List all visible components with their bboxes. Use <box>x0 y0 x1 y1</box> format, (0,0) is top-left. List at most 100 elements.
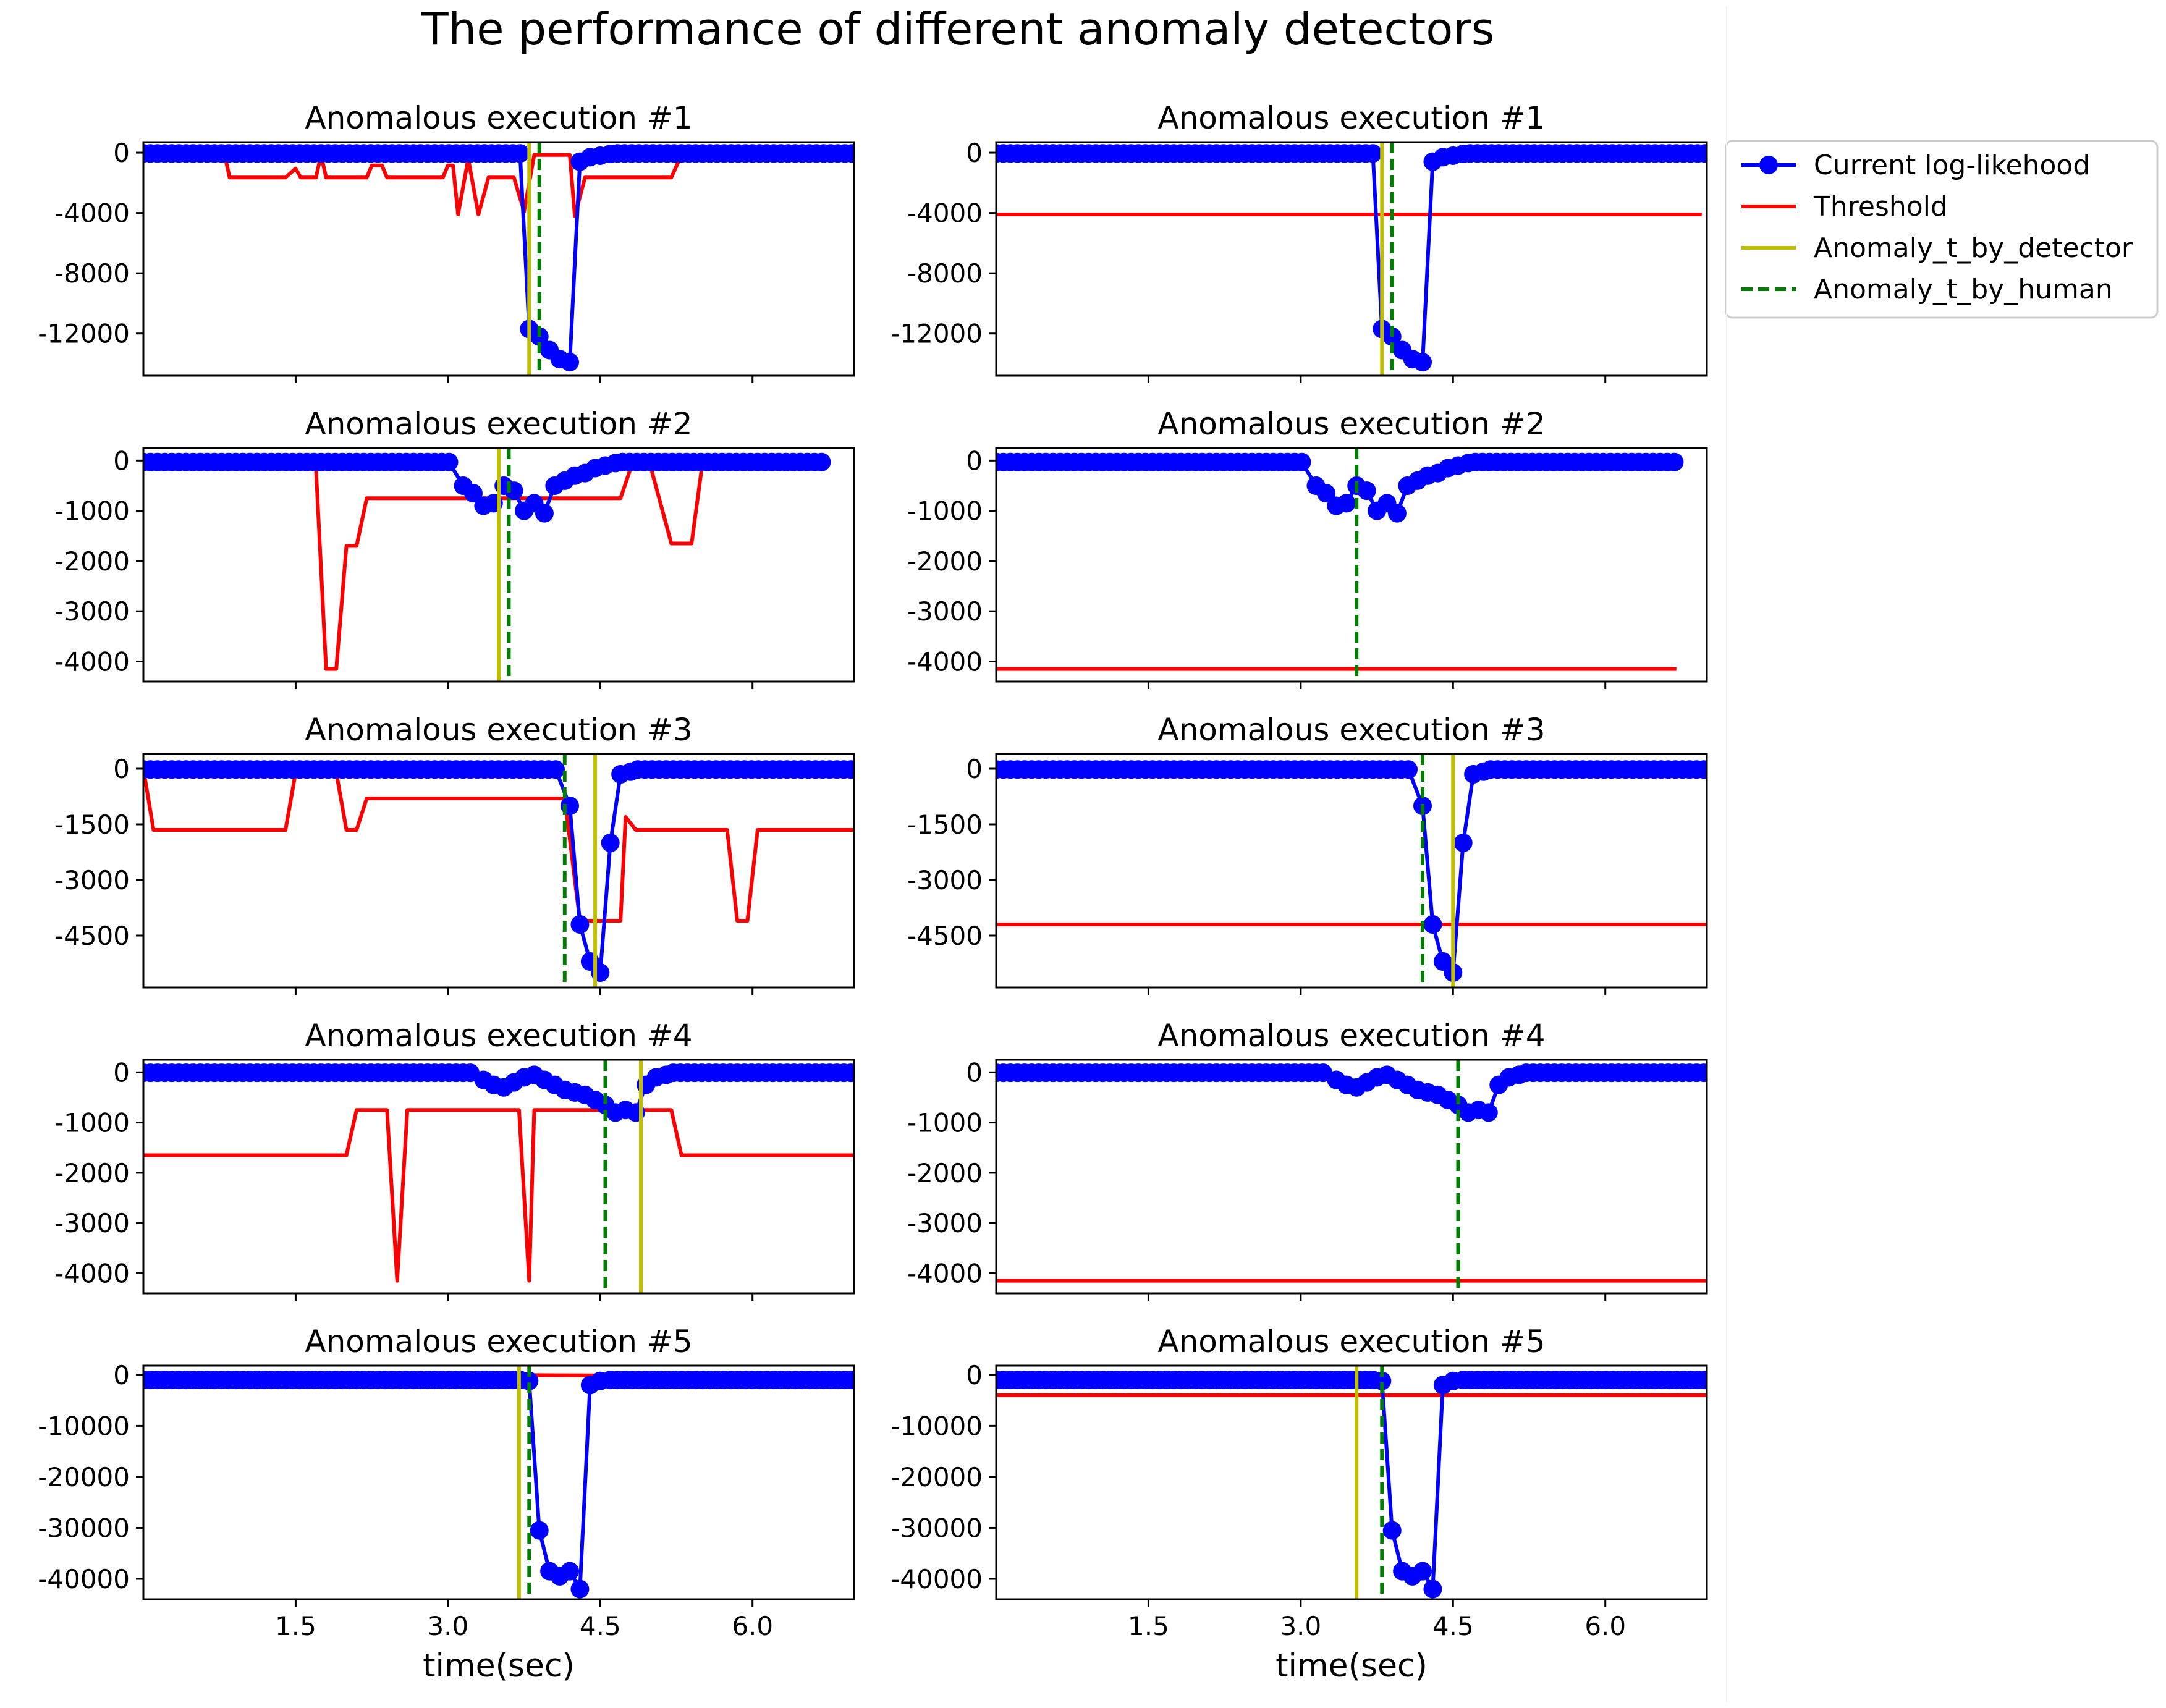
loglik-point <box>842 760 854 779</box>
panel-1: Anomalous execution #1 0 -4000 -8000 -12000 <box>38 100 855 383</box>
loglik-line <box>996 151 1705 365</box>
plot-area <box>143 1366 854 1599</box>
y-tick-label: -8000 <box>907 258 983 289</box>
panel-title: Anomalous execution #2 <box>1157 406 1545 442</box>
figure-title: The performance of different anomaly det… <box>421 3 1495 55</box>
x-tick-label: 4.5 <box>580 1611 621 1641</box>
panel-7: Anomalous execution #4 0 -1000 -2000 -3000 -4… <box>54 1018 855 1301</box>
panel-title: Anomalous execution #2 <box>305 406 692 442</box>
panel-5: Anomalous execution #3 0 -1500 -3000 -4500 <box>54 712 855 995</box>
panel-title: Anomalous execution #3 <box>1157 712 1545 748</box>
y-tick-label: -1000 <box>907 1108 983 1138</box>
panel-frame <box>142 1059 855 1295</box>
loglik-point <box>510 144 530 163</box>
y-tick-label: -4000 <box>907 646 983 677</box>
legend-human-label: Anomaly_t_by_human <box>1814 274 2113 305</box>
panel-frame <box>142 753 855 989</box>
y-tick-label: -4000 <box>54 646 130 677</box>
y-tick-label: -4500 <box>54 921 130 951</box>
plot-area <box>143 142 854 376</box>
y-tick-label: -3000 <box>907 596 983 627</box>
loglik-point <box>1387 504 1407 523</box>
y-tick-label: -4000 <box>907 198 983 229</box>
y-tick-label: 0 <box>966 754 983 784</box>
y-tick-label: -10000 <box>891 1411 983 1441</box>
x-axis-label: time(sec) <box>423 1647 575 1685</box>
y-tick-label: -4000 <box>907 1258 983 1288</box>
y-tick-label: 0 <box>113 1360 130 1390</box>
y-tick-label: -1000 <box>54 1108 130 1138</box>
y-tick-label: -30000 <box>891 1513 983 1543</box>
y-tick-label: -4000 <box>54 1258 130 1288</box>
panel-9: Anomalous execution #5 0 -10000 -20000 -3000… <box>38 1324 855 1685</box>
x-tick-label: 3.0 <box>427 1611 468 1641</box>
legend-loglik-label: Current log-likehood <box>1814 150 2090 181</box>
panel-frame <box>995 141 1708 377</box>
x-tick-label: 4.5 <box>1432 1611 1474 1641</box>
panel-frame <box>142 1364 855 1600</box>
legend-threshold-label: Threshold <box>1813 191 1948 222</box>
loglik-line <box>143 1378 852 1591</box>
panel-title: Anomalous execution #4 <box>305 1018 692 1054</box>
y-tick-label: 0 <box>113 138 130 168</box>
plot-area <box>143 448 831 682</box>
y-tick-label: -10000 <box>38 1411 130 1441</box>
panel-10: Anomalous execution #5 0 -10000 -20000 -3000… <box>891 1324 1708 1685</box>
loglik-point <box>1694 760 1707 779</box>
y-tick-label: 0 <box>966 138 983 168</box>
loglik-line <box>996 1378 1705 1591</box>
loglik-point <box>1423 915 1442 934</box>
loglik-point <box>530 1521 549 1540</box>
figure-divider <box>1726 6 1727 1702</box>
panel-3: Anomalous execution #2 0 -1000 -2000 -3000 -4… <box>54 406 855 689</box>
plot-area <box>996 1366 1707 1599</box>
loglik-point <box>842 1371 854 1390</box>
legend-loglik-marker <box>1759 156 1778 174</box>
plot-area <box>143 754 854 987</box>
y-tick-label: -3000 <box>907 865 983 895</box>
plot-area <box>996 448 1684 682</box>
loglik-point <box>1382 1521 1402 1540</box>
panel-frame <box>995 1364 1708 1600</box>
loglik-point <box>1453 834 1473 852</box>
y-tick-label: -20000 <box>891 1462 983 1492</box>
y-tick-label: 0 <box>966 446 983 476</box>
loglik-point <box>1399 760 1418 779</box>
loglik-point <box>812 452 831 471</box>
loglik-line <box>143 151 852 365</box>
y-tick-label: -3000 <box>54 1208 130 1238</box>
y-tick-label: -12000 <box>891 319 983 349</box>
y-tick-label: -4000 <box>54 198 130 229</box>
panel-8: Anomalous execution #4 0 -1000 -2000 -3000 -4… <box>907 1018 1708 1301</box>
y-tick-label: -2000 <box>907 1158 983 1188</box>
legend: Current log-likehood Threshold Anomaly_t… <box>1725 140 2159 319</box>
threshold-line <box>143 1108 854 1283</box>
threshold-line <box>143 768 854 923</box>
panel-2: Anomalous execution #1 0 -4000 -8000 -12000 <box>891 100 1708 383</box>
y-tick-label: 0 <box>113 1057 130 1088</box>
panel-title: Anomalous execution #1 <box>1157 100 1545 136</box>
loglik-point <box>1695 144 1707 163</box>
panel-title: Anomalous execution #1 <box>305 100 692 136</box>
loglik-point <box>1316 484 1335 503</box>
y-tick-label: -1500 <box>54 810 130 840</box>
loglik-point <box>1337 494 1356 513</box>
y-tick-label: 0 <box>966 1057 983 1088</box>
y-tick-label: -2000 <box>54 1158 130 1188</box>
panel-frame <box>995 1059 1708 1295</box>
y-tick-label: -2000 <box>907 546 983 577</box>
loglik-point <box>570 1579 590 1599</box>
panel-frame <box>142 447 855 683</box>
loglik-point <box>1363 144 1382 163</box>
x-tick-label: 3.0 <box>1280 1611 1321 1641</box>
panel-4: Anomalous execution #2 0 -1000 -2000 -3000 -4… <box>907 406 1708 689</box>
loglik-point <box>1292 452 1311 471</box>
loglik-point <box>1373 1371 1392 1390</box>
loglik-point <box>561 353 579 372</box>
loglik-point <box>1423 1579 1442 1599</box>
plot-area <box>996 1060 1707 1293</box>
loglik-point <box>1694 1063 1707 1083</box>
x-axis-label: time(sec) <box>1275 1647 1428 1685</box>
plot-area <box>996 754 1707 987</box>
